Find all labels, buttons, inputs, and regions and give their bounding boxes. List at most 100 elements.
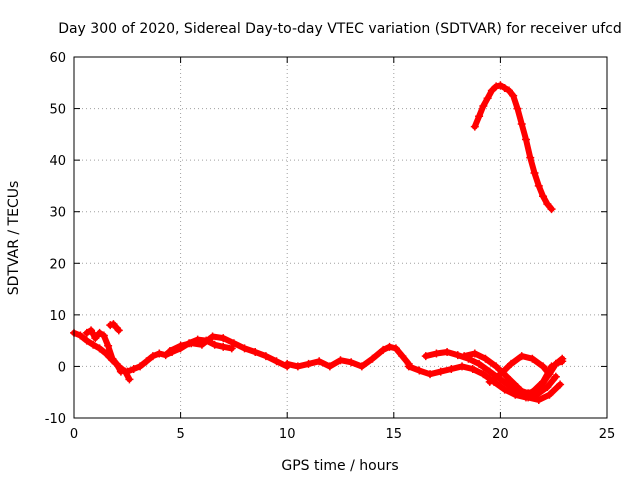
data-point	[551, 359, 560, 368]
data-point	[76, 331, 85, 340]
data-point	[432, 349, 441, 358]
data-point	[325, 362, 334, 371]
series-satellite-arc-12	[470, 81, 556, 214]
data-point	[502, 377, 511, 386]
data-point	[95, 328, 104, 337]
data-point	[539, 192, 548, 201]
y-tick-label: 60	[49, 51, 66, 66]
series-satellite-arc-9	[460, 349, 565, 404]
data-point	[123, 367, 132, 376]
series-satellite-arc-5	[165, 332, 292, 371]
data-point	[487, 86, 496, 95]
data-point	[543, 199, 552, 208]
data-point	[500, 385, 509, 394]
y-tick-label: 50	[49, 103, 66, 118]
data-point	[261, 352, 270, 361]
data-point	[398, 352, 407, 361]
data-point	[87, 326, 96, 335]
data-point	[453, 351, 462, 360]
data-point	[187, 339, 196, 348]
data-point	[283, 359, 292, 368]
data-point	[210, 340, 219, 349]
plot-frame	[73, 56, 608, 419]
data-point	[558, 357, 567, 366]
data-point	[219, 334, 228, 343]
data-point	[114, 326, 123, 335]
data-point	[208, 332, 217, 341]
data-point	[315, 357, 324, 366]
series-satellite-arc-3	[106, 320, 123, 335]
data-point	[136, 362, 145, 371]
data-point	[304, 359, 313, 368]
x-tick-label: 25	[599, 427, 616, 442]
data-point	[82, 328, 91, 337]
data-point	[229, 339, 238, 348]
data-point	[240, 344, 249, 353]
data-point	[272, 357, 281, 366]
series-satellite-arc-11	[502, 357, 567, 398]
x-tick-label: 10	[279, 427, 296, 442]
data-point	[148, 352, 157, 361]
data-point	[82, 336, 91, 345]
data-point	[415, 366, 424, 375]
data-point	[513, 104, 522, 113]
y-tick-label: 40	[49, 154, 66, 169]
data-point	[547, 205, 556, 214]
data-point	[336, 356, 345, 365]
data-point	[219, 342, 228, 351]
data-point	[91, 334, 100, 343]
data-point	[104, 341, 113, 350]
data-point	[479, 370, 488, 379]
data-point	[385, 342, 394, 351]
data-point	[421, 352, 430, 361]
data-point	[492, 362, 501, 371]
data-point	[460, 352, 469, 361]
data-point	[524, 389, 533, 398]
chart-title: Day 300 of 2020, Sidereal Day-to-day VTE…	[58, 21, 622, 37]
data-point	[368, 354, 377, 363]
data-point	[379, 345, 388, 354]
x-tick-label: 0	[70, 427, 78, 442]
y-tick-label: -10	[45, 412, 66, 427]
data-point	[89, 340, 98, 349]
data-point	[436, 367, 445, 376]
data-point	[521, 135, 530, 144]
y-tick-label: 30	[49, 206, 66, 221]
grid-lines	[74, 57, 607, 418]
data-point	[475, 359, 484, 368]
data-point	[479, 101, 488, 110]
data-point	[95, 344, 104, 353]
data-point	[534, 181, 543, 190]
series-band	[471, 82, 555, 213]
data-point	[391, 344, 400, 353]
data-point	[227, 344, 236, 353]
data-point	[165, 346, 174, 355]
data-point	[129, 365, 138, 374]
data-point	[470, 122, 479, 131]
data-point	[404, 362, 413, 371]
data-point	[161, 351, 170, 360]
data-point	[496, 370, 505, 379]
data-point	[500, 83, 509, 92]
data-point	[556, 380, 565, 389]
x-tick-label: 15	[386, 427, 403, 442]
data-point	[357, 362, 366, 371]
data-point	[293, 362, 302, 371]
data-point	[534, 385, 543, 394]
data-point	[530, 169, 539, 178]
data-point	[517, 120, 526, 129]
data-point	[176, 341, 185, 350]
data-point	[475, 112, 484, 121]
y-axis-label: SDTVAR / TECUs	[6, 181, 22, 296]
y-tick-label: 10	[49, 309, 66, 324]
data-point	[485, 367, 494, 376]
series-band	[461, 350, 564, 403]
data-point	[543, 383, 552, 392]
data-point	[108, 354, 117, 363]
data-point	[347, 358, 356, 367]
axis-ticks: 0 5 10 15 20 25 -10 0 10 20 30 40 50 60	[45, 51, 616, 442]
data-point	[426, 370, 435, 379]
data-point	[507, 359, 516, 368]
data-point	[534, 395, 543, 404]
